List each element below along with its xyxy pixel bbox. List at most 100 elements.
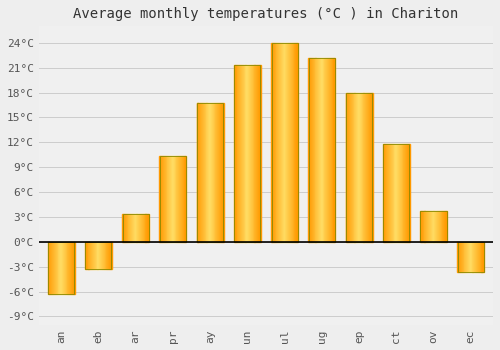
Bar [390,144,391,242]
Bar [297,43,298,242]
Bar [291,43,292,242]
Bar [221,103,222,242]
Bar [469,242,470,272]
Bar [397,144,398,242]
Bar [438,211,439,242]
Bar [327,58,328,242]
Bar [352,93,354,242]
Bar [318,58,319,242]
Bar [421,211,422,242]
Bar [273,43,274,242]
Bar [424,211,426,242]
Bar [51,242,52,294]
Bar [330,58,332,242]
Bar [387,144,388,242]
Bar [422,211,424,242]
Bar [464,242,466,272]
Bar [122,215,148,242]
Bar [366,93,367,242]
Bar [346,93,348,242]
Bar [289,43,290,242]
Bar [437,211,438,242]
Bar [461,242,462,272]
Bar [406,144,407,242]
Bar [330,58,331,242]
Bar [368,93,369,242]
Bar [258,65,259,242]
Bar [91,242,92,269]
Bar [392,144,394,242]
Bar [61,242,62,294]
Bar [278,43,279,242]
Bar [240,65,241,242]
Bar [179,156,180,242]
Bar [169,156,170,242]
Bar [139,215,140,242]
Bar [466,242,467,272]
Bar [364,93,366,242]
Bar [420,211,421,242]
Bar [52,242,53,294]
Bar [359,93,360,242]
Bar [174,156,176,242]
Bar [126,215,128,242]
Bar [166,156,168,242]
Bar [313,58,314,242]
Bar [141,215,142,242]
Bar [321,58,322,242]
Bar [171,156,172,242]
Bar [210,103,211,242]
Bar [110,242,111,269]
Bar [468,242,469,272]
Bar [274,43,276,242]
Bar [280,43,281,242]
Bar [202,103,203,242]
Bar [95,242,96,269]
Bar [394,144,396,242]
Bar [361,93,362,242]
Bar [388,144,389,242]
Bar [439,211,440,242]
Bar [350,93,351,242]
Bar [56,242,58,294]
Bar [282,43,283,242]
Bar [354,93,356,242]
Bar [206,103,208,242]
Bar [213,103,214,242]
Bar [470,242,472,272]
Bar [68,242,70,294]
Bar [281,43,282,242]
Bar [140,215,141,242]
Bar [284,43,286,242]
Bar [440,211,442,242]
Bar [85,242,86,269]
Bar [96,242,98,269]
Bar [442,211,444,242]
Bar [69,242,70,294]
Bar [248,65,249,242]
Bar [66,242,68,294]
Bar [146,215,148,242]
Bar [243,65,244,242]
Bar [88,242,90,269]
Bar [60,242,61,294]
Bar [90,242,91,269]
Bar [250,65,251,242]
Bar [200,103,201,242]
Bar [143,215,144,242]
Bar [178,156,179,242]
Bar [208,103,209,242]
Bar [125,215,126,242]
Bar [322,58,324,242]
Bar [249,65,250,242]
Bar [93,242,94,269]
Bar [462,242,464,272]
Bar [296,43,297,242]
Bar [101,242,102,269]
Bar [173,156,174,242]
Bar [128,215,130,242]
Bar [310,58,311,242]
Bar [216,103,218,242]
Bar [391,144,392,242]
Bar [162,156,163,242]
